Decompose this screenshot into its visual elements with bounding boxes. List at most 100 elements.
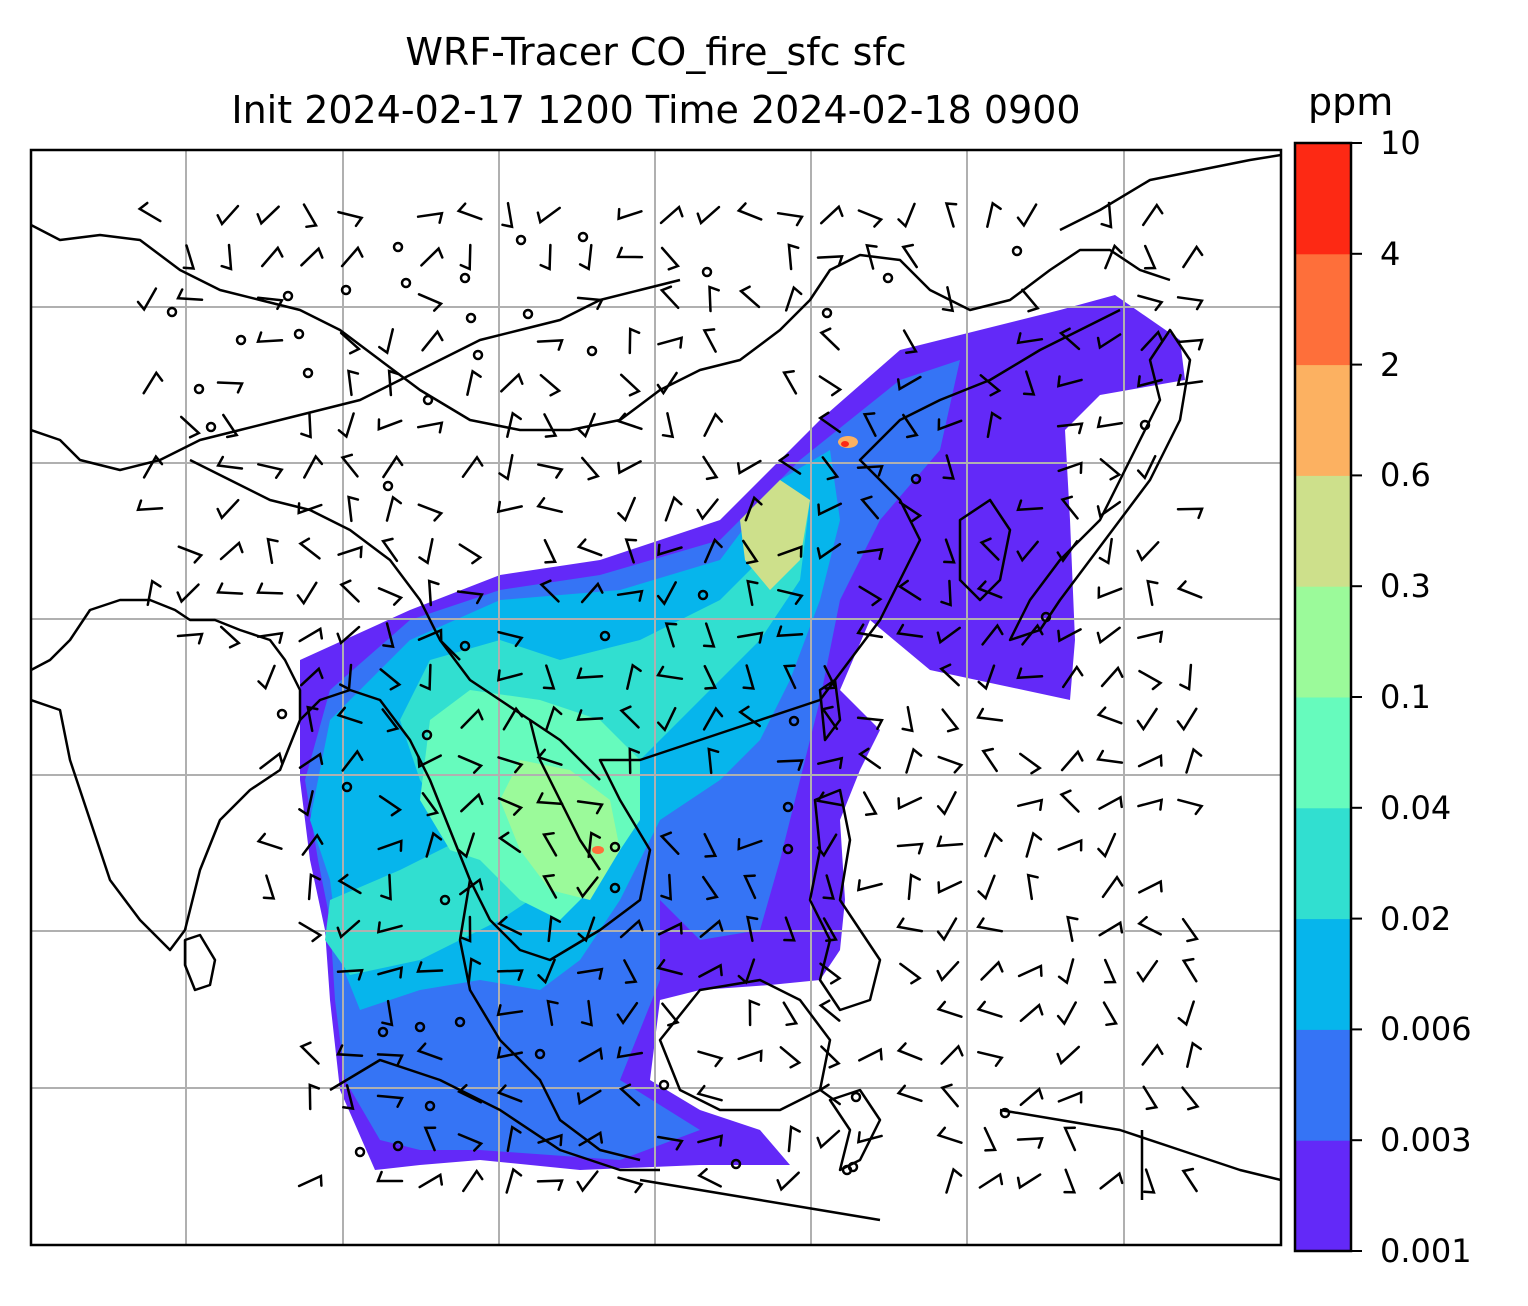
wind-barb xyxy=(1181,1086,1200,1111)
wind-barb xyxy=(539,373,562,397)
wind-barb xyxy=(496,1004,524,1017)
wind-barb xyxy=(1176,507,1204,520)
coastline-sumatra xyxy=(329,1058,660,1172)
wind-barb xyxy=(300,246,324,267)
wind-barb xyxy=(981,623,1004,646)
wind-barb xyxy=(821,705,839,731)
wind-barb xyxy=(303,454,324,479)
calm-wind-marker xyxy=(392,1140,404,1152)
wind-barb xyxy=(746,915,759,943)
wind-barb xyxy=(702,622,716,648)
wind-barb xyxy=(257,463,284,479)
wind-barb xyxy=(628,327,641,355)
wind-barb xyxy=(816,255,844,267)
wind-barb xyxy=(420,246,444,267)
wind-barb xyxy=(418,1172,444,1189)
wind-barb xyxy=(298,752,324,769)
wind-barb xyxy=(306,705,319,733)
wind-barb xyxy=(467,957,482,985)
wind-barb xyxy=(656,665,684,681)
wind-barb xyxy=(696,1084,723,1102)
colorbar-frame xyxy=(1293,141,1353,1253)
wind-barb xyxy=(1063,1168,1077,1194)
wind-barb xyxy=(1057,461,1083,475)
wind-barb xyxy=(1058,327,1081,351)
wind-barb xyxy=(458,543,483,565)
calm-wind-marker xyxy=(1011,245,1023,257)
wind-barb xyxy=(776,211,804,227)
wind-barb xyxy=(736,631,764,644)
wind-barb xyxy=(822,917,838,942)
wind-barb xyxy=(297,502,323,515)
wind-barb xyxy=(576,296,604,311)
map-title: WRF-Tracer CO_fire_sfc sfc xyxy=(405,30,907,74)
wind-barb xyxy=(862,791,878,816)
wind-barb xyxy=(496,1046,524,1059)
wind-barb xyxy=(776,759,804,771)
wind-barb xyxy=(547,915,562,943)
wind-barb xyxy=(1181,957,1198,983)
wind-barb xyxy=(979,537,1000,561)
wind-barb xyxy=(1096,706,1123,725)
wind-barb xyxy=(497,831,522,854)
wind-barb xyxy=(897,796,923,811)
border-central-asia xyxy=(31,278,681,472)
wind-barb xyxy=(298,537,321,560)
wind-barb xyxy=(1025,831,1043,858)
wind-barb xyxy=(777,453,802,475)
wind-barb xyxy=(787,1125,801,1153)
wind-barb xyxy=(823,665,838,690)
wind-barb xyxy=(256,631,284,644)
wind-barb xyxy=(856,547,884,561)
calm-wind-marker xyxy=(586,345,598,357)
wind-barb xyxy=(942,454,956,480)
wind-barb xyxy=(822,874,836,900)
wind-barb xyxy=(943,538,956,564)
wind-barb xyxy=(1100,201,1113,229)
wind-barb xyxy=(817,411,842,434)
wind-barb xyxy=(1021,623,1044,646)
wind-barb xyxy=(1016,499,1044,512)
colorbar-tick-label-9: 4 xyxy=(1380,234,1401,273)
calm-wind-marker xyxy=(392,241,404,253)
wind-barb xyxy=(381,999,394,1027)
coastline-java xyxy=(639,1178,881,1222)
wind-barb xyxy=(937,418,963,432)
wind-barb xyxy=(1059,789,1080,813)
wind-barb xyxy=(659,831,680,855)
wind-barb xyxy=(656,706,677,732)
wind-barb xyxy=(219,540,244,561)
wind-barb xyxy=(819,204,844,225)
wind-barb xyxy=(865,243,878,270)
wind-barb xyxy=(776,1171,800,1192)
wind-barb xyxy=(1137,915,1162,936)
wind-barb xyxy=(336,625,361,646)
wind-barb xyxy=(179,415,201,439)
wind-barb xyxy=(939,663,960,687)
wind-barb xyxy=(382,454,404,479)
colorbar-band-6 xyxy=(1295,475,1351,587)
wind-barb xyxy=(1056,1045,1081,1066)
wind-barb xyxy=(298,790,314,817)
calm-wind-marker xyxy=(193,383,205,395)
wind-barb xyxy=(616,1046,644,1059)
wind-barb xyxy=(986,411,1002,439)
wind-barb xyxy=(1136,707,1158,732)
wind-barb xyxy=(381,708,400,733)
wind-barb xyxy=(896,375,922,392)
wind-barb xyxy=(500,372,524,393)
wind-barb xyxy=(936,960,960,982)
wind-barb xyxy=(1057,1090,1083,1104)
wind-barb xyxy=(298,626,324,643)
wind-barb xyxy=(940,579,952,607)
coastline-srilanka xyxy=(183,933,217,992)
wind-barb xyxy=(340,245,364,268)
wind-barb xyxy=(379,668,402,691)
wind-barb xyxy=(502,706,524,731)
wind-barb xyxy=(1017,964,1043,978)
colorbar-unit: ppm xyxy=(1308,80,1394,124)
tracer-field xyxy=(300,295,1185,1170)
coastline-taiwan xyxy=(818,678,842,742)
wind-barbs xyxy=(136,201,1204,1194)
wind-barb xyxy=(856,879,883,892)
